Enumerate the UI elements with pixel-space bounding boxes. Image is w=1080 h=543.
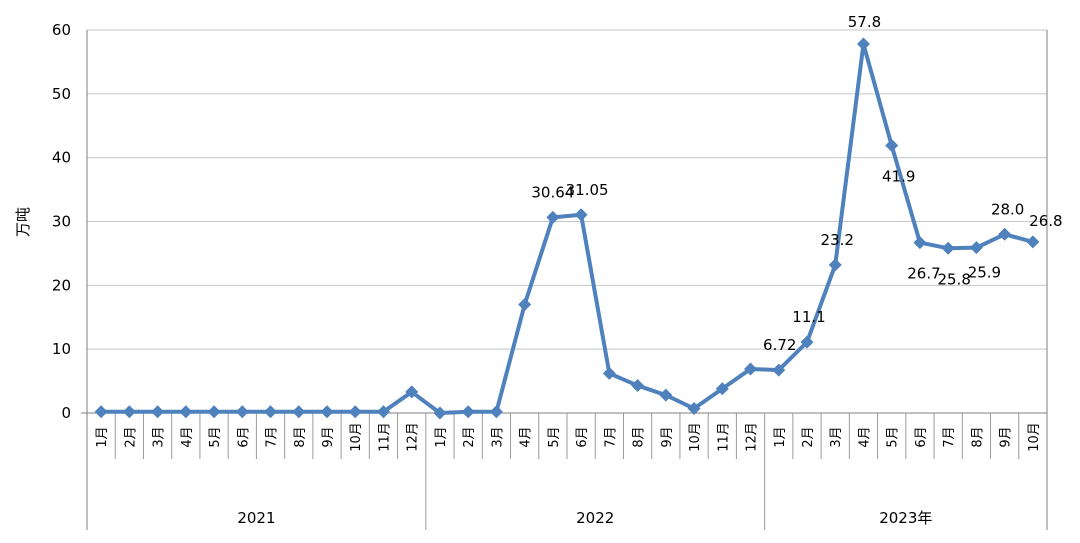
data-point-marker — [489, 405, 503, 419]
data-point-marker — [744, 362, 758, 376]
x-tick-label: 4月 — [180, 426, 195, 447]
data-point-marker — [433, 406, 447, 420]
y-tick-label: 40 — [52, 149, 71, 167]
data-point-marker — [376, 405, 390, 419]
x-tick-label: 2月 — [123, 426, 138, 447]
data-point-marker — [264, 405, 278, 419]
data-point-marker — [207, 405, 221, 419]
x-tick-label: 2月 — [801, 426, 816, 447]
data-point-marker — [772, 363, 786, 377]
data-point-marker — [518, 297, 532, 311]
y-axis-label: 万吨 — [14, 207, 32, 237]
data-point-marker — [856, 37, 870, 51]
x-tick-label: 6月 — [914, 426, 929, 447]
data-point-marker — [151, 405, 165, 419]
x-group-label: 2022 — [576, 509, 614, 527]
x-tick-label: 6月 — [236, 426, 251, 447]
x-tick-label: 7月 — [942, 426, 957, 447]
data-point-marker — [687, 402, 701, 416]
x-tick-label: 12月 — [745, 422, 760, 452]
x-tick-label: 3月 — [152, 426, 167, 447]
data-point-marker — [235, 405, 249, 419]
x-tick-label: 5月 — [208, 426, 223, 447]
x-tick-label: 2月 — [462, 426, 477, 447]
y-tick-label: 0 — [61, 404, 71, 422]
x-tick-label: 3月 — [490, 426, 505, 447]
data-label: 30.64 — [531, 183, 574, 201]
data-label: 11.1 — [792, 308, 825, 326]
x-tick-label: 1月 — [773, 426, 788, 447]
x-tick-label: 8月 — [632, 426, 647, 447]
x-tick-label: 10月 — [349, 422, 364, 452]
x-tick-label: 11月 — [716, 422, 731, 452]
y-tick-labels: 0 10 20 30 40 50 60 — [52, 21, 71, 422]
data-label: 28.0 — [991, 200, 1024, 218]
data-point-marker — [1026, 235, 1040, 249]
data-point-marker — [574, 208, 588, 222]
data-point-marker — [179, 405, 193, 419]
data-point-marker — [631, 379, 645, 393]
data-label: 31.05 — [566, 181, 609, 199]
y-tick-label: 30 — [52, 213, 71, 231]
gridlines — [87, 29, 1047, 350]
data-point-marker — [800, 335, 814, 349]
x-tick-label: 1月 — [434, 426, 449, 447]
data-label: 41.9 — [882, 168, 915, 186]
x-tick-label: 4月 — [857, 426, 872, 447]
series-line-group — [94, 37, 1040, 420]
data-point-marker — [913, 236, 927, 250]
data-point-marker — [405, 385, 419, 399]
data-label: 26.7 — [907, 265, 940, 283]
x-tick-label: 8月 — [970, 426, 985, 447]
data-point-marker — [122, 405, 136, 419]
data-point-marker — [546, 210, 560, 224]
y-tick-label: 60 — [52, 21, 71, 39]
data-point-marker — [659, 388, 673, 402]
data-label: 25.8 — [937, 270, 970, 288]
data-label: 26.8 — [1029, 212, 1062, 230]
series-line — [101, 42, 1034, 415]
data-point-marker — [998, 227, 1012, 241]
x-tick-label: 11月 — [377, 422, 392, 452]
data-point-marker — [292, 405, 306, 419]
data-point-marker — [885, 139, 899, 153]
data-label: 25.9 — [968, 264, 1001, 282]
data-point-marker — [969, 241, 983, 255]
data-label: 23.2 — [821, 231, 854, 249]
x-tick-label: 4月 — [519, 426, 534, 447]
data-point-marker — [941, 241, 955, 255]
x-tick-label: 3月 — [829, 426, 844, 447]
axes-frame — [81, 30, 1048, 530]
x-tick-label: 9月 — [999, 426, 1014, 447]
data-label: 6.72 — [763, 336, 796, 354]
x-tick-label: 7月 — [265, 426, 280, 447]
x-tick-label: 1月 — [95, 426, 110, 447]
data-point-marker — [348, 405, 362, 419]
data-point-marker — [94, 405, 108, 419]
x-tick-label: 10月 — [688, 422, 703, 452]
data-point-marker — [461, 405, 475, 419]
x-tick-label: 7月 — [603, 426, 618, 447]
x-group-label: 2021 — [237, 509, 275, 527]
x-axis: 1月 2月 3月 4月 5月 6月 7月 8月 9月 10月 11月 12月 2021 1月 2月 3月 4月 5… — [95, 413, 1042, 530]
x-group-label: 2023年 — [879, 509, 932, 527]
data-point-marker — [320, 405, 334, 419]
y-tick-label: 10 — [52, 340, 71, 358]
data-label: 57.8 — [848, 13, 881, 31]
y-tick-label: 20 — [52, 276, 71, 294]
x-tick-label: 9月 — [660, 426, 675, 447]
x-tick-label: 5月 — [886, 426, 901, 447]
x-tick-label: 9月 — [321, 426, 336, 447]
x-tick-label: 10月 — [1027, 422, 1042, 452]
x-tick-label: 12月 — [406, 422, 421, 452]
data-point-marker — [602, 366, 616, 380]
x-tick-label: 6月 — [575, 426, 590, 447]
data-point-marker — [715, 382, 729, 396]
x-tick-label: 8月 — [293, 426, 308, 447]
data-point-marker — [828, 258, 842, 272]
y-tick-label: 50 — [52, 85, 71, 103]
x-tick-label: 5月 — [547, 426, 562, 447]
